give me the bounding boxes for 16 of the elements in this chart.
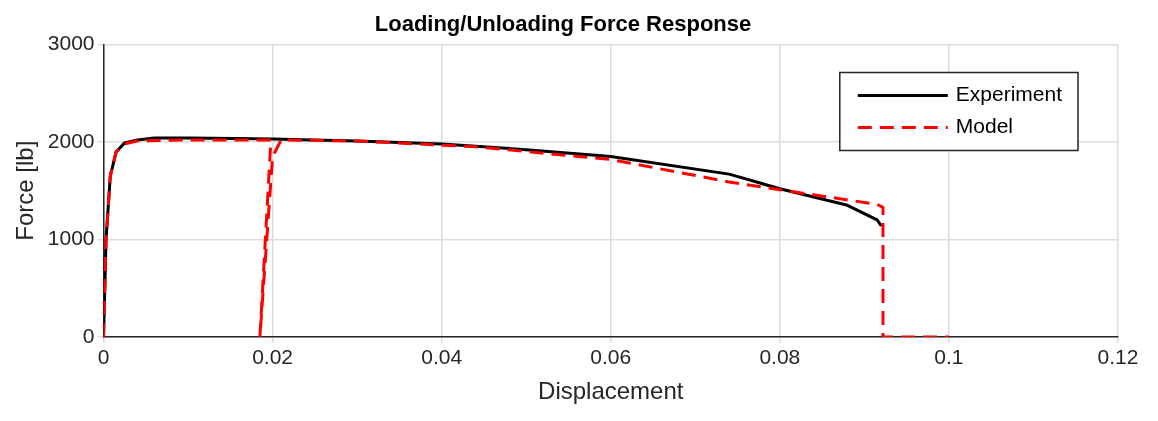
x-tick-label: 0.06 (590, 345, 632, 369)
legend-label: Model (955, 114, 1013, 138)
y-tick-label: 0 (82, 323, 95, 347)
x-tick-label: 0.12 (1097, 345, 1139, 369)
x-tick-label: 0.02 (252, 345, 294, 369)
y-axis-title: Force [lb] (11, 140, 39, 241)
x-tick-label: 0.08 (759, 345, 801, 369)
x-tick-label: 0.04 (421, 345, 463, 369)
y-tick-label: 1000 (47, 226, 95, 250)
legend-label: Experiment (955, 82, 1063, 106)
y-tick-label: 2000 (47, 128, 95, 152)
x-tick-label: 0.1 (934, 345, 964, 369)
chart-title: Loading/Unloading Force Response (374, 11, 752, 37)
x-tick-label: 0 (97, 345, 110, 369)
x-axis-title: Displacement (538, 377, 684, 405)
y-tick-label: 3000 (47, 31, 95, 55)
